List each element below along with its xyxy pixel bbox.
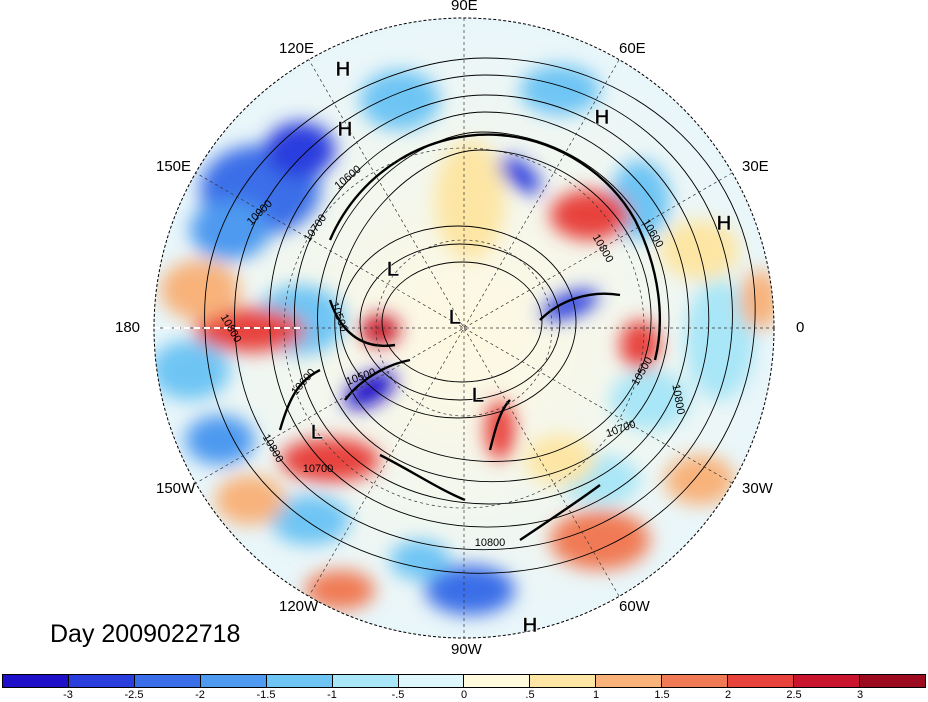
colorbar-segment <box>596 675 663 687</box>
colorbar-tick-label: .5 <box>525 689 535 701</box>
colorbar-tick-label: -.5 <box>391 689 405 701</box>
longitude-label: 150W <box>156 480 196 497</box>
high-pressure-marker: H <box>522 614 537 637</box>
contour-label: 10800 <box>475 537 506 549</box>
colorbar-segment <box>134 675 201 687</box>
colorbar-tick-label: -2 <box>195 689 205 701</box>
contour-label: 10700 <box>303 463 334 475</box>
map-boundary <box>153 17 775 639</box>
colorbar-tick-label: 2.5 <box>786 689 802 701</box>
date-label: Day 2009022718 <box>50 620 241 648</box>
high-pressure-marker: H <box>337 118 352 141</box>
low-pressure-marker: L <box>311 421 324 444</box>
longitude-label: 60W <box>619 598 650 615</box>
colorbar-segment <box>728 675 795 687</box>
high-pressure-marker: H <box>716 212 731 235</box>
colorbar-segment <box>68 675 135 687</box>
low-pressure-marker: L <box>449 306 462 329</box>
colorbar-tick-label: -1.5 <box>256 689 276 701</box>
longitude-label: 0 <box>796 319 805 336</box>
colorbar-tick-label: 0 <box>460 689 468 701</box>
longitude-label: 90E <box>451 0 478 14</box>
colorbar-tick-label: 1 <box>592 689 600 701</box>
contour-label: 10800 <box>669 383 686 415</box>
colorbar-tick-label: 1.5 <box>654 689 670 701</box>
pressure-center-layer: H H H H H L L L L <box>310 58 732 638</box>
colorbar-segment <box>200 675 267 687</box>
colorbar-segment <box>464 675 531 687</box>
colorbar-segment <box>266 675 333 687</box>
colorbar-segment <box>398 675 465 687</box>
high-pressure-marker: H <box>335 58 350 81</box>
colorbar-tick-label: -2.5 <box>124 689 144 701</box>
colorbar-segment <box>662 675 729 687</box>
longitude-label: 150E <box>156 158 192 175</box>
longitude-label: 30W <box>742 480 773 497</box>
low-pressure-marker: L <box>387 258 400 281</box>
colorbar-segment <box>794 675 860 687</box>
longitude-label: 60E <box>619 40 646 57</box>
colorbar-tick-label: -1 <box>327 689 337 701</box>
low-pressure-marker: L <box>472 384 485 407</box>
longitude-label: 90W <box>451 641 482 658</box>
longitude-label: 120W <box>279 598 319 615</box>
longitude-label: 180 <box>115 319 141 336</box>
high-pressure-marker: H <box>594 106 609 129</box>
colorbar-segment <box>332 675 399 687</box>
colorbar-segment <box>3 675 69 687</box>
longitude-label: 120E <box>279 40 315 57</box>
colorbar-tick-label: -3 <box>63 689 73 701</box>
longitude-label: 30E <box>742 158 769 175</box>
colorbar <box>2 674 926 688</box>
colorbar-tick-label: 3 <box>856 689 864 701</box>
colorbar-tick-label: 2 <box>724 689 732 701</box>
colorbar-segment <box>530 675 597 687</box>
colorbar-segment <box>859 675 925 687</box>
